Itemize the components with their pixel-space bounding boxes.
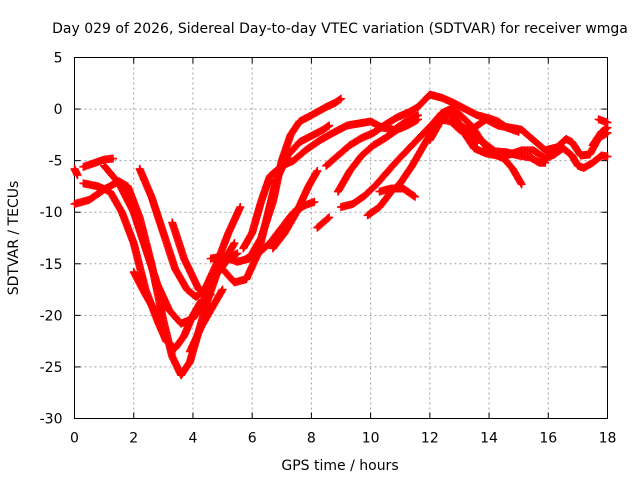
x-tick-label: 10 [362,431,380,447]
data-point [323,214,332,223]
data-point [310,197,319,206]
grid [74,57,608,419]
x-tick-label: 18 [599,431,617,447]
series-arc-9 [185,285,227,356]
data-point [411,192,420,201]
series-arc-2 [79,154,117,171]
data-marks [70,90,612,380]
data-point [413,115,422,124]
data-point [335,95,344,104]
y-tick-label: 5 [54,51,63,67]
data-point [108,154,117,163]
y-tick-label: -30 [40,412,63,428]
x-axis: 0 2 4 6 8 10 12 14 16 18 [70,57,617,447]
x-tick-label: 4 [188,431,197,447]
series-arc-21 [425,108,612,172]
series-arc-14 [268,166,322,253]
y-tick-label: -5 [49,154,63,170]
data-point [153,311,162,320]
data-point [603,152,612,161]
data-point [236,203,245,212]
x-axis-label: GPS time / hours [281,458,398,474]
x-tick-label: 16 [539,431,557,447]
x-tick-label: 12 [421,431,439,447]
data-point [325,213,334,222]
data-point [233,249,242,258]
data-point [409,191,418,200]
data-point [230,239,239,248]
data-point [517,180,526,189]
data-point [323,122,332,131]
series-arc-1 [70,164,82,180]
series-arc-16 [334,115,422,196]
series-arc-22 [470,115,612,160]
data-point [313,166,322,175]
y-tick-label: -15 [40,257,63,273]
y-tick-label: -25 [40,360,63,376]
y-axis: 5 0 -5 -10 -15 -20 -25 -30 [40,51,608,428]
x-tick-label: 6 [248,431,257,447]
x-tick-label: 8 [307,431,316,447]
series-arc-20 [375,184,420,201]
y-tick-label: -10 [40,205,63,221]
series-arc-15 [313,213,334,232]
data-point [603,118,612,127]
y-tick-label: -20 [40,308,63,324]
data-point [337,94,345,103]
data-point [325,121,334,130]
data-point [541,158,550,167]
series-arc-8 [168,218,215,299]
series-arc-25 [594,115,612,127]
plot-frame [74,57,608,419]
y-axis-label: SDTVAR / TECUs [6,181,22,296]
series-arc-12 [239,111,422,253]
data-point [206,290,215,299]
series-arc-24 [588,123,612,150]
x-tick-label: 2 [129,431,138,447]
chart-title: Day 029 of 2026, Sidereal Day-to-day VTE… [52,21,628,37]
x-tick-label: 14 [480,431,498,447]
x-tick-label: 0 [70,431,79,447]
y-tick-label: 0 [54,102,63,118]
series-arc-23 [455,120,550,167]
data-point [218,285,227,294]
data-point [73,171,82,180]
series-arc-7 [129,268,162,320]
